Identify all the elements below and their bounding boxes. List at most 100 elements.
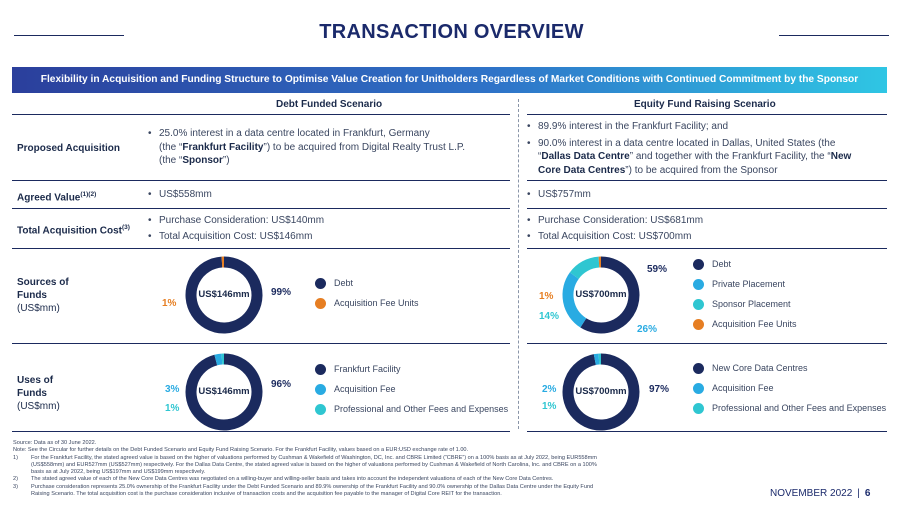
row-rule (12, 208, 510, 209)
source-note: Source: Data as of 30 June 2022. (13, 440, 97, 446)
equity-total-text: Purchase Consideration: US$681mm (538, 215, 704, 226)
equity-proposed-text: 90.0% interest in a data centre located … (538, 137, 836, 149)
sources-label-line: Funds (17, 290, 47, 301)
uses-debt-donut (185, 353, 263, 431)
footnote-2: 2) The stated agreed value of each of the… (13, 476, 554, 483)
footnote-3: 3) Purchase consideration represents 25.0… (13, 483, 594, 498)
legend-item: Professional and Other Fees and Expenses (315, 399, 508, 419)
legend-item: Frankfurt Facility (315, 359, 508, 379)
legend-swatch (693, 402, 704, 414)
footnote-1: 1) For the Frankfurt Facility, the stated… (13, 454, 597, 476)
equity-proposed-text: Core Data Centres”) to be acquired from … (538, 164, 778, 176)
legend-swatch (693, 382, 704, 394)
legend-label: Acquisition Fee Units (712, 319, 797, 329)
legend-swatch (693, 362, 704, 374)
legend-label: Sponsor Placement (712, 299, 791, 309)
legend-item: Acquisition Fee Units (693, 314, 797, 334)
title-area: TRANSACTION OVERVIEW (0, 18, 903, 54)
footnotes: Source: Data as of 30 June 2022. Note: S… (13, 440, 753, 498)
debt-total-text: Total Acquisition Cost: US$146mm (159, 230, 313, 242)
debt-proposed-bullets: • 25.0% interest in a data centre located… (148, 128, 466, 166)
legend-swatch (315, 297, 326, 309)
sources-equity-donut (562, 256, 640, 334)
slice-label: 1% (165, 403, 180, 414)
page-title: TRANSACTION OVERVIEW (319, 21, 584, 43)
legend-item: Acquisition Fee Units (315, 293, 419, 313)
donut-slice-sponsor-placement (569, 256, 600, 280)
slice-label: 1% (542, 401, 557, 412)
legend-label: Debt (712, 259, 732, 269)
title-rule-right (779, 35, 889, 36)
uses-equity-center: US$700mm (575, 386, 627, 397)
equity-total-text: Total Acquisition Cost: US$700mm (538, 230, 692, 242)
row-rule (12, 248, 510, 249)
general-note: Note: See the Circular for further detai… (13, 447, 469, 454)
uses-equity-donut (562, 353, 640, 431)
legend-item: Debt (315, 273, 419, 293)
debt-heading-rule (12, 114, 510, 115)
legend-swatch (315, 363, 326, 375)
sources-debt-donut (185, 256, 263, 334)
footer-separator: | (857, 488, 860, 499)
legend-item: Private Placement (693, 274, 797, 294)
row-rule (527, 343, 887, 344)
equity-agreed-text: US$757mm (538, 189, 591, 200)
equity-heading-rule (527, 114, 887, 115)
sources-debt-legend: Debt Acquisition Fee Units (315, 273, 419, 313)
legend-item: New Core Data Centres (693, 358, 886, 378)
scenario-divider (518, 99, 519, 429)
legend-label: Acquisition Fee (712, 383, 774, 393)
sources-equity-legend: Debt Private Placement Sponsor Placement… (693, 254, 797, 334)
row-rule (527, 180, 887, 181)
slice-label: 3% (165, 384, 180, 395)
donut-slice-frankfurt-facility (185, 353, 263, 431)
legend-swatch (315, 383, 326, 395)
legend-label: Debt (334, 278, 354, 288)
debt-total-cost: • Purchase Consideration: US$140mm • Total… (148, 215, 325, 242)
proposed-acquisition-label: Proposed Acquisition (17, 143, 120, 154)
legend-label: Acquisition Fee Units (334, 298, 419, 308)
legend-item: Debt (693, 254, 797, 274)
footer-date: NOVEMBER 2022 (770, 488, 853, 499)
equity-total-cost: • Purchase Consideration: US$681mm • Total… (527, 215, 704, 242)
equity-scenario-heading: Equity Fund Raising Scenario (634, 99, 776, 110)
legend-label: Professional and Other Fees and Expenses (712, 403, 887, 413)
legend-item: Acquisition Fee (693, 378, 886, 398)
slice-label: 26% (637, 324, 658, 335)
slice-label: 97% (649, 384, 670, 395)
equity-proposed-bullets: • 89.9% interest in the Frankfurt Facilit… (527, 121, 852, 176)
legend-swatch (315, 277, 326, 289)
total-acquisition-cost-label: Total Acquisition Cost(3) (17, 224, 130, 237)
slice-label: 14% (539, 311, 560, 322)
sources-equity-center: US$700mm (575, 289, 627, 300)
legend-swatch (315, 403, 326, 415)
title-rule-left (14, 35, 124, 36)
sources-unit: (US$mm) (17, 303, 60, 314)
uses-equity-legend: New Core Data Centres Acquisition Fee Pr… (693, 358, 886, 418)
sources-label-line: Sources of (17, 277, 69, 288)
debt-proposed-text: (the “Frankfurt Facility”) to be acquire… (159, 141, 466, 153)
sources-debt-center: US$146mm (198, 289, 250, 300)
legend-item: Sponsor Placement (693, 294, 797, 314)
legend-label: Professional and Other Fees and Expenses (334, 404, 509, 414)
debt-proposed-text: 25.0% interest in a data centre located … (159, 128, 430, 139)
page-footer: NOVEMBER 2022 | 6 (770, 488, 870, 499)
equity-proposed-text: “Dallas Data Centre” and together with t… (538, 151, 852, 162)
agreed-value-label: Agreed Value(1)(2) (17, 191, 97, 204)
uses-unit: (US$mm) (17, 401, 60, 412)
slice-label: 99% (271, 287, 292, 298)
donut-slice-private-placement (562, 272, 587, 328)
legend-swatch (693, 298, 704, 310)
debt-agreed-value: • US$558mm (148, 189, 212, 200)
legend-label: New Core Data Centres (712, 363, 808, 373)
legend-label: Frankfurt Facility (334, 364, 401, 374)
donut-slice-acquisition-fee (593, 353, 600, 366)
debt-proposed-text: (the “Sponsor”) (159, 155, 230, 166)
legend-swatch (693, 258, 704, 270)
row-rule (12, 180, 510, 181)
headline-banner: Flexibility in Acquisition and Funding S… (12, 67, 887, 93)
debt-agreed-text: US$558mm (159, 189, 212, 200)
row-rule (527, 431, 887, 432)
uses-debt-legend: Frankfurt Facility Acquisition Fee Profe… (315, 359, 508, 419)
equity-proposed-text: 89.9% interest in the Frankfurt Facility… (538, 121, 729, 132)
